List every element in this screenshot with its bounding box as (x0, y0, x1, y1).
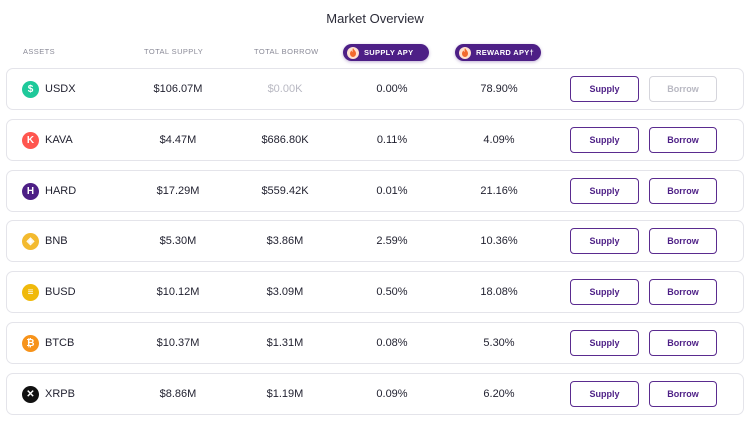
table-row: ✕ XRPB $8.86M $1.19M 0.09% 6.20% Supply … (6, 373, 744, 415)
header-reward-apy: REWARD APY† (476, 48, 535, 57)
supply-apy: 0.01% (376, 185, 408, 197)
supply-button[interactable]: Supply (570, 228, 639, 254)
total-borrow: $559.42K (261, 185, 309, 197)
total-supply: $106.07M (153, 83, 203, 95)
asset-symbol: KAVA (45, 134, 73, 146)
supply-button[interactable]: Supply (570, 127, 639, 153)
reward-apy-badge: REWARD APY† (455, 44, 541, 61)
reward-apy: 4.09% (483, 134, 515, 146)
header-assets: ASSETS (23, 47, 55, 56)
table-row: ◈ BNB $5.30M $3.86M 2.59% 10.36% Supply … (6, 220, 744, 262)
table-row: K KAVA $4.47M $686.80K 0.11% 4.09% Suppl… (6, 119, 744, 161)
page-title: Market Overview (326, 11, 424, 26)
borrow-button[interactable]: Borrow (649, 228, 717, 254)
total-supply: $4.47M (159, 134, 197, 146)
xrpb-icon: ✕ (22, 386, 39, 403)
total-supply: $5.30M (159, 235, 197, 247)
asset-symbol: XRPB (45, 388, 75, 400)
total-borrow: $1.19M (266, 388, 304, 400)
supply-apy: 0.08% (376, 337, 408, 349)
supply-apy: 0.00% (376, 83, 408, 95)
total-borrow: $0.00K (267, 83, 303, 95)
asset-symbol: BUSD (45, 286, 76, 298)
supply-apy: 0.09% (376, 388, 408, 400)
bnb-icon: ◈ (22, 233, 39, 250)
reward-apy: 10.36% (480, 235, 518, 247)
supply-apy: 2.59% (376, 235, 408, 247)
total-supply: $8.86M (159, 388, 197, 400)
total-supply: $10.37M (156, 337, 200, 349)
reward-apy: 78.90% (480, 83, 518, 95)
asset-symbol: BNB (45, 235, 68, 247)
supply-button[interactable]: Supply (570, 76, 639, 102)
usdx-icon: $ (22, 81, 39, 98)
reward-apy: 18.08% (480, 286, 518, 298)
total-supply: $10.12M (156, 286, 200, 298)
reward-apy: 5.30% (483, 337, 515, 349)
flame-icon (347, 46, 359, 59)
supply-button[interactable]: Supply (570, 381, 639, 407)
supply-button[interactable]: Supply (570, 279, 639, 305)
supply-apy: 0.50% (376, 286, 408, 298)
asset-symbol: USDX (45, 83, 76, 95)
table-row: ₿ BTCB $10.37M $1.31M 0.08% 5.30% Supply… (6, 322, 744, 364)
total-borrow: $686.80K (261, 134, 309, 146)
supply-button[interactable]: Supply (570, 178, 639, 204)
reward-apy: 6.20% (483, 388, 515, 400)
header-total-borrow: TOTAL BORROW (254, 47, 319, 56)
asset-symbol: HARD (45, 185, 77, 197)
table-row: H HARD $17.29M $559.42K 0.01% 21.16% Sup… (6, 170, 744, 212)
reward-apy: 21.16% (480, 185, 518, 197)
btcb-icon: ₿ (22, 335, 39, 352)
flame-icon (459, 46, 471, 59)
total-supply: $17.29M (156, 185, 200, 197)
kava-icon: K (22, 132, 39, 149)
total-borrow: $3.09M (266, 286, 304, 298)
total-borrow: $1.31M (266, 337, 304, 349)
supply-apy-badge: SUPPLY APY (343, 44, 429, 61)
borrow-button[interactable]: Borrow (649, 178, 717, 204)
supply-button[interactable]: Supply (570, 330, 639, 356)
asset-symbol: BTCB (45, 337, 75, 349)
busd-icon: ≡ (22, 284, 39, 301)
borrow-button[interactable]: Borrow (649, 330, 717, 356)
header-supply-apy: SUPPLY APY (364, 48, 414, 57)
borrow-button[interactable]: Borrow (649, 127, 717, 153)
header-total-supply: TOTAL SUPPLY (144, 47, 204, 56)
table-row: $ USDX $106.07M $0.00K 0.00% 78.90% Supp… (6, 68, 744, 110)
borrow-button[interactable]: Borrow (649, 279, 717, 305)
borrow-button[interactable]: Borrow (649, 381, 717, 407)
borrow-button: Borrow (649, 76, 717, 102)
supply-apy: 0.11% (376, 134, 408, 146)
total-borrow: $3.86M (266, 235, 304, 247)
table-row: ≡ BUSD $10.12M $3.09M 0.50% 18.08% Suppl… (6, 271, 744, 313)
hard-icon: H (22, 183, 39, 200)
